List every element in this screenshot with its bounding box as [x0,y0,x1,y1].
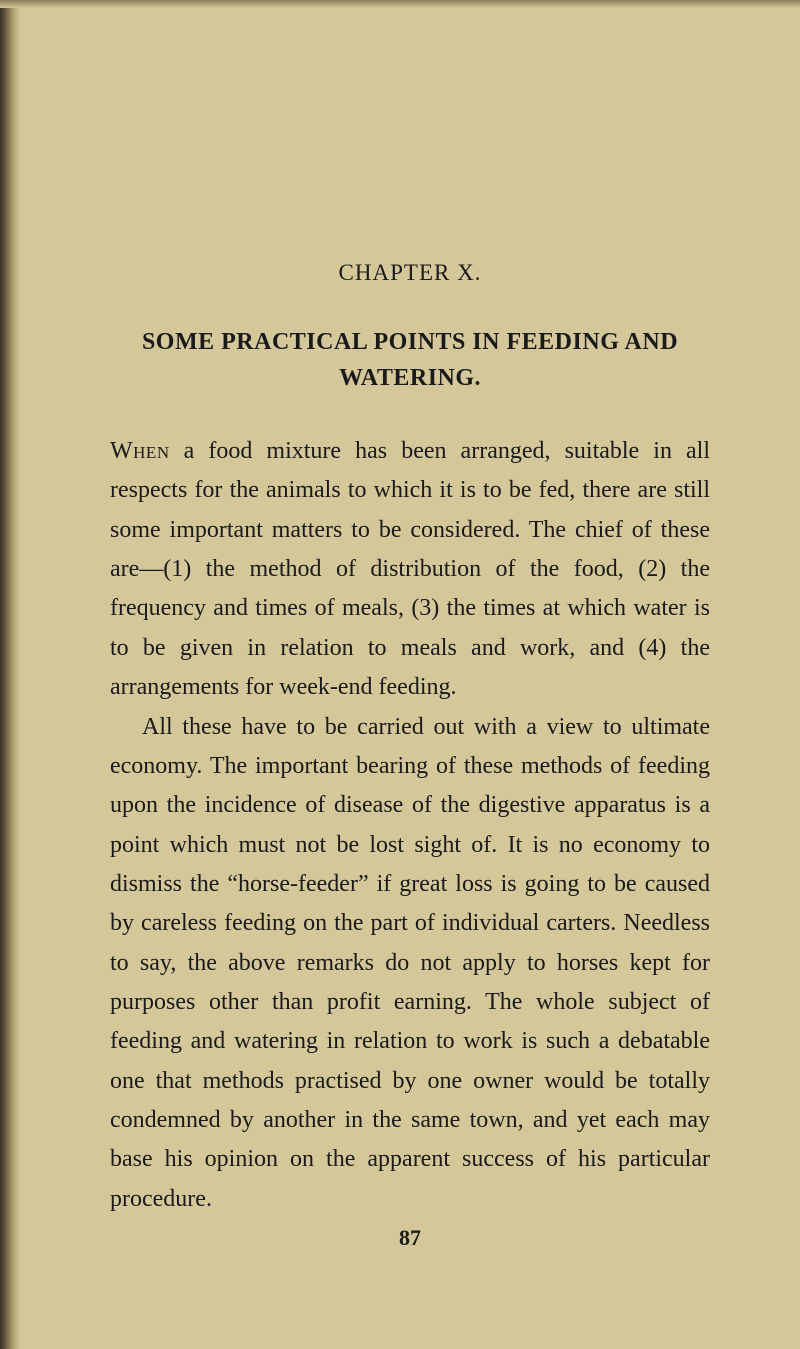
paragraph-1-first-word: When [110,438,170,464]
chapter-title-line1: SOME PRACTICAL POINTS IN FEEDING AND [142,329,678,355]
chapter-label: CHAPTER X. [110,260,710,286]
page-number: 87 [110,1225,710,1251]
page-content: CHAPTER X. SOME PRACTICAL POINTS IN FEED… [0,0,800,1311]
chapter-title-line2: WATERING. [339,365,481,391]
page-top-edge [0,0,800,8]
paragraph-1: When a food mixture has been arranged, s… [110,432,710,708]
paragraph-2: All these have to be carried out with a … [110,708,710,1220]
chapter-title: SOME PRACTICAL POINTS IN FEEDING AND WAT… [110,324,710,396]
paragraph-1-rest: a food mixture has been arranged, suitab… [110,438,710,700]
page-binding-shadow [0,0,20,1349]
